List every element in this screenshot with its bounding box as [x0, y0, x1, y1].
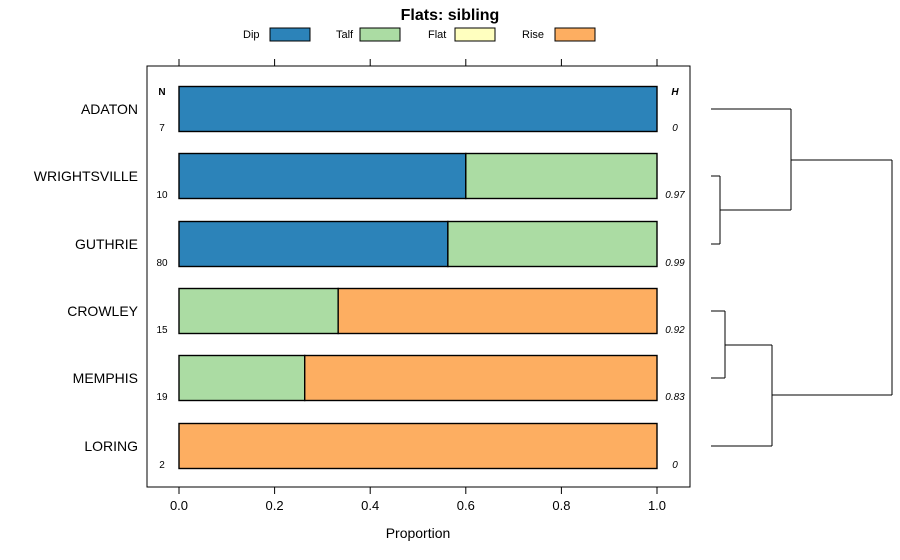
h-value: 0.99 — [665, 258, 685, 269]
bar-segment-talf — [447, 220, 658, 268]
chart-title: Flats: sibling — [401, 7, 500, 24]
h-value: 0 — [672, 460, 678, 471]
x-tick-label: 0.0 — [170, 498, 188, 513]
bar-row-crowley: CROWLEY 15 0.92 — [67, 287, 685, 336]
x-axis: 0.0 0.2 0.4 0.6 0.8 1.0 — [170, 487, 666, 513]
category-label: LORING — [84, 438, 138, 454]
x-tick-label: 0.4 — [361, 498, 379, 513]
bar-segment-talf — [178, 354, 306, 402]
legend: Dip Talf Flat Rise — [243, 27, 596, 42]
n-value: 15 — [156, 325, 168, 336]
category-label: CROWLEY — [67, 303, 138, 319]
bar-segment-dip — [178, 85, 658, 133]
plot-frame — [146, 65, 691, 488]
legend-label-dip: Dip — [243, 29, 260, 41]
n-value: 10 — [156, 190, 168, 201]
legend-swatch-dip — [269, 27, 311, 42]
legend-label-talf: Talf — [336, 29, 354, 41]
category-label: GUTHRIE — [75, 236, 138, 252]
h-column-header: H — [671, 87, 679, 98]
h-value: 0 — [672, 123, 678, 134]
bar-row-wrightsville: WRIGHTSVILLE 10 0.97 — [34, 152, 685, 201]
dendrogram — [711, 108, 893, 447]
category-label: WRIGHTSVILLE — [34, 168, 138, 184]
legend-swatch-rise — [554, 27, 596, 42]
n-value: 2 — [159, 460, 165, 471]
bar-segment-talf — [178, 287, 339, 335]
category-label: MEMPHIS — [73, 370, 138, 386]
h-value: 0.92 — [665, 325, 685, 336]
h-value: 0.83 — [665, 392, 685, 403]
bar-segment-rise — [178, 422, 658, 470]
x-tick-label: 0.2 — [266, 498, 284, 513]
bar-segment-dip — [178, 220, 449, 268]
bar-row-loring: LORING 2 0 — [84, 422, 678, 471]
top-axis-ticks — [178, 59, 658, 66]
bar-rows: ADATON 7 0 WRIGHTSVILLE 10 0.97 GUTHRIE 80 0.99 C… — [34, 85, 685, 471]
n-value: 7 — [159, 123, 165, 134]
bar-segment-rise — [337, 287, 658, 335]
n-value: 19 — [156, 392, 168, 403]
legend-swatch-flat — [454, 27, 496, 42]
legend-label-flat: Flat — [428, 29, 446, 41]
n-column-header: N — [158, 87, 165, 98]
bar-segment-talf — [465, 152, 658, 200]
bar-row-guthrie: GUTHRIE 80 0.99 — [75, 220, 685, 269]
x-tick-label: 0.6 — [457, 498, 475, 513]
bar-segment-rise — [304, 354, 658, 402]
x-tick-label: 1.0 — [648, 498, 666, 513]
bar-segment-dip — [178, 152, 467, 200]
h-value: 0.97 — [665, 190, 685, 201]
x-tick-label: 0.8 — [552, 498, 570, 513]
category-label: ADATON — [81, 101, 138, 117]
legend-label-rise: Rise — [522, 29, 544, 41]
n-value: 80 — [156, 258, 168, 269]
bar-row-memphis: MEMPHIS 19 0.83 — [73, 354, 685, 403]
x-axis-label: Proportion — [386, 525, 451, 541]
legend-swatch-talf — [359, 27, 401, 42]
bar-row-adaton: ADATON 7 0 — [81, 85, 678, 134]
